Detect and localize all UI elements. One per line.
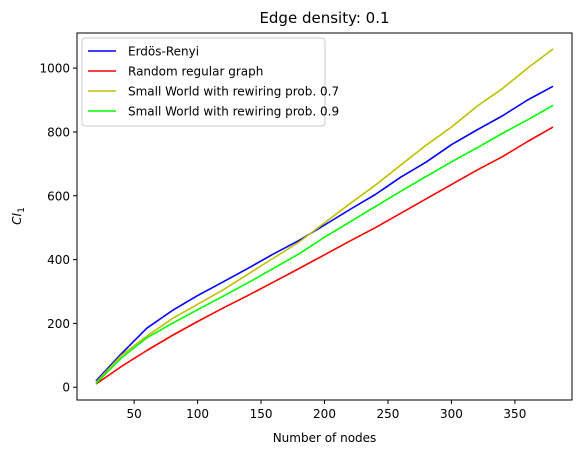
y-axis-label-main: CI <box>10 212 24 224</box>
plot-frame <box>76 32 573 401</box>
x-tick-label: 350 <box>503 407 526 421</box>
y-axis-label-subscript: 1 <box>17 207 27 213</box>
y-tick-label: 200 <box>47 317 70 331</box>
x-tick-label: 250 <box>377 407 400 421</box>
series-line-3 <box>95 104 554 384</box>
series-line-2 <box>95 48 554 383</box>
series-line-0 <box>95 85 554 382</box>
x-tick-label: 300 <box>440 407 463 421</box>
chart-title: Edge density: 0.1 <box>259 9 389 27</box>
series-line-1 <box>95 126 554 385</box>
legend: Erdös-Renyi Random regular graph Small Wor… <box>81 37 339 127</box>
series-lines <box>95 48 554 385</box>
x-axis: 50 100 150 200 250 300 350 <box>126 400 526 421</box>
y-tick-label: 800 <box>47 125 70 139</box>
y-tick-label: 600 <box>47 189 70 203</box>
x-tick-label: 150 <box>250 407 273 421</box>
y-tick-label: 1000 <box>39 62 70 76</box>
legend-label: Small World with rewiring prob. 0.9 <box>128 105 339 119</box>
legend-box <box>81 37 326 127</box>
x-tick-label: 100 <box>186 407 209 421</box>
legend-label: Erdös-Renyi <box>128 45 199 59</box>
y-tick-label: 0 <box>62 381 70 395</box>
x-tick-label: 50 <box>126 407 141 421</box>
y-axis: 0 200 400 600 800 1000 <box>39 62 77 395</box>
y-tick-label: 400 <box>47 253 70 267</box>
legend-label: Random regular graph <box>128 65 263 79</box>
x-axis-label: Number of nodes <box>273 431 377 445</box>
x-tick-label: 200 <box>313 407 336 421</box>
y-axis-label: CI1 <box>10 207 27 225</box>
legend-label: Small World with rewiring prob. 0.7 <box>128 85 339 99</box>
